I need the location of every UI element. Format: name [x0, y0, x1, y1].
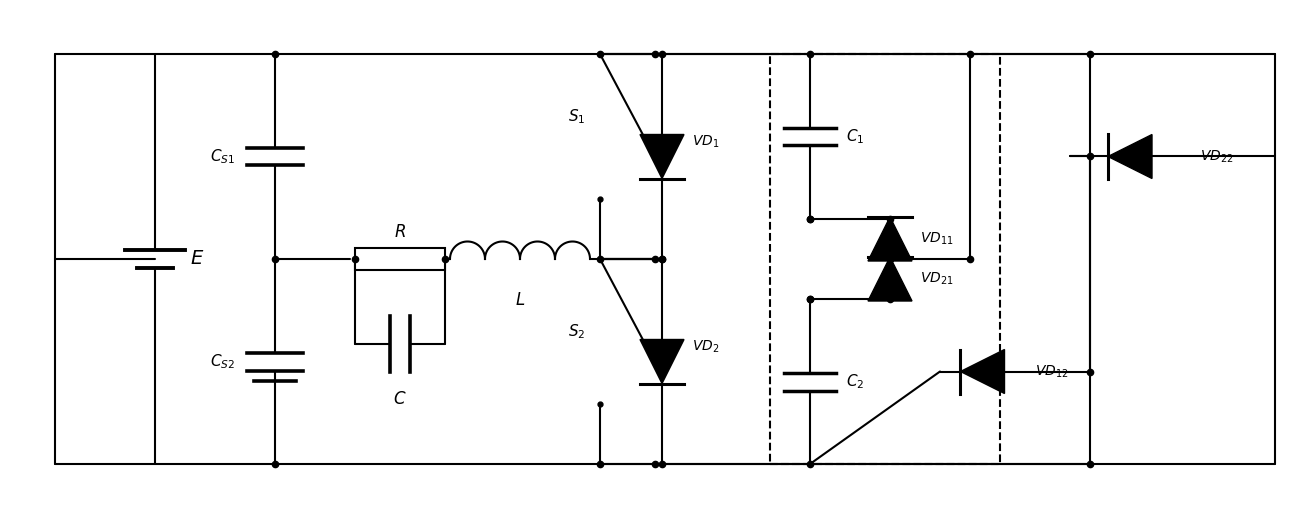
Text: $C_{S1}$: $C_{S1}$ [209, 147, 236, 166]
Text: $S_1$: $S_1$ [568, 107, 585, 126]
Text: $VD_{22}$: $VD_{22}$ [1200, 148, 1233, 165]
Text: $L$: $L$ [514, 292, 525, 309]
Polygon shape [1107, 134, 1152, 179]
Text: $VD_{21}$: $VD_{21}$ [920, 271, 953, 287]
Text: $C_1$: $C_1$ [846, 127, 864, 146]
Text: $VD_2$: $VD_2$ [692, 338, 720, 355]
Text: $C_2$: $C_2$ [846, 372, 864, 391]
Polygon shape [961, 350, 1004, 393]
Text: $S_2$: $S_2$ [568, 322, 585, 341]
Polygon shape [868, 217, 912, 261]
Text: $VD_{12}$: $VD_{12}$ [1035, 363, 1068, 380]
Text: $R$: $R$ [394, 223, 406, 241]
Polygon shape [868, 257, 912, 301]
Bar [770, 54, 1000, 464]
Text: $C_{S2}$: $C_{S2}$ [209, 352, 236, 371]
Text: $VD_{11}$: $VD_{11}$ [920, 231, 953, 247]
Bar [355, 248, 445, 270]
Polygon shape [640, 134, 685, 179]
Text: $E$: $E$ [190, 249, 204, 269]
Text: $C$: $C$ [393, 390, 407, 408]
Text: $VD_1$: $VD_1$ [692, 133, 720, 150]
Polygon shape [640, 340, 685, 383]
